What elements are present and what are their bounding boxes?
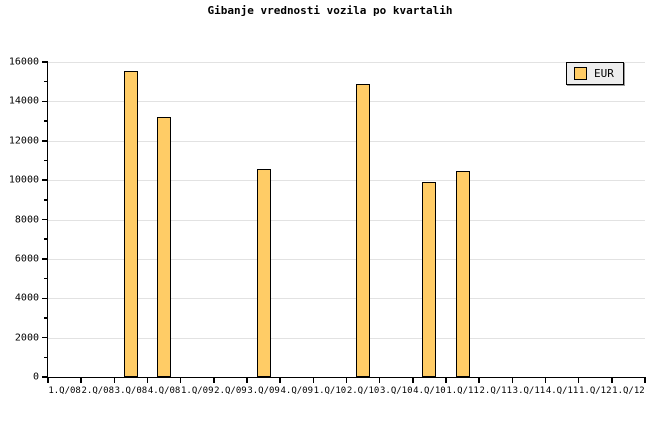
x-axis-label: 4.Q/08	[147, 386, 181, 396]
legend-swatch-eur	[574, 67, 587, 80]
x-axis-tick	[544, 377, 547, 383]
y-axis-minor-tick	[44, 317, 48, 319]
x-axis-label: 2.Q/09	[214, 386, 247, 396]
x-axis-label: 1.Q/11	[446, 386, 479, 396]
bar	[455, 171, 470, 377]
x-axis-label: 4.Q/10	[413, 386, 446, 396]
y-axis-label: 14000	[8, 95, 39, 107]
x-axis-tick	[312, 377, 315, 383]
x-axis-label: 2.Q/11	[479, 386, 513, 396]
x-axis-tick	[478, 377, 480, 383]
y-axis-minor-tick	[44, 80, 48, 83]
y-axis-minor-tick	[44, 356, 48, 359]
bar	[256, 169, 271, 377]
x-axis-label: 1.Q/09	[180, 386, 214, 396]
y-axis-tick	[42, 336, 48, 339]
x-axis-tick	[146, 377, 149, 383]
y-axis-tick	[42, 140, 48, 142]
x-axis-tick	[80, 377, 82, 383]
bar	[422, 182, 437, 377]
y-axis-tick	[42, 376, 48, 378]
y-axis-minor-tick	[44, 238, 48, 240]
x-axis-tick	[213, 377, 215, 383]
chart-title: Gibanje vrednosti vozila po kvartalih	[207, 4, 453, 17]
x-axis-tick	[644, 377, 646, 383]
legend-label-eur: EUR	[594, 67, 614, 80]
x-axis-label: 1.Q/10	[313, 386, 347, 396]
x-axis-label: 2.Q/08	[81, 386, 115, 396]
y-axis-label: 0	[32, 371, 39, 383]
x-axis-tick	[611, 377, 613, 383]
x-axis-tick	[412, 377, 414, 383]
y-axis-minor-tick	[44, 199, 48, 201]
x-axis-label: 2.Q/10	[346, 386, 380, 396]
y-axis-label: 6000	[14, 253, 39, 265]
y-axis-minor-tick	[44, 277, 48, 280]
x-axis-tick	[246, 377, 248, 383]
gridline	[48, 62, 645, 63]
y-axis-tick	[42, 218, 48, 221]
x-axis-label: 1.Q/12	[612, 386, 645, 396]
y-axis-tick	[42, 297, 48, 299]
y-axis-label: 10000	[8, 174, 39, 186]
x-axis-label: 4.Q/09	[280, 386, 314, 396]
x-axis-label: 3.Q/11	[512, 386, 546, 396]
x-axis-tick	[577, 377, 580, 383]
y-axis-label: 2000	[14, 332, 39, 344]
x-axis-tick	[279, 377, 281, 383]
x-axis-label: 1.Q/08	[48, 386, 81, 396]
plot-area: 0 2000 4000 6000 8000 10000 12000 14000 16000 1.…	[9, 57, 646, 396]
bar	[356, 83, 371, 377]
x-axis-label: 3.Q/08	[114, 386, 148, 396]
x-axis-label: 4.Q/11	[545, 386, 579, 396]
y-axis-label: 12000	[8, 135, 39, 147]
bar	[123, 70, 138, 377]
y-axis-label: 4000	[14, 292, 39, 304]
x-axis-tick	[47, 377, 49, 383]
x-axis-label: 3.Q/09	[247, 386, 280, 396]
x-axis-label: 1.Q/12	[578, 386, 612, 396]
x-axis-tick	[345, 377, 348, 383]
chart-legend: EUR	[566, 62, 624, 85]
bar	[157, 117, 172, 377]
x-axis-label: 3.Q/10	[379, 386, 413, 396]
y-axis-tick	[42, 179, 48, 181]
x-axis-tick	[378, 377, 381, 383]
y-axis-minor-tick	[44, 120, 48, 122]
y-axis-tick	[42, 61, 48, 63]
x-axis-tick	[113, 377, 116, 383]
y-axis-minor-tick	[44, 159, 48, 162]
x-axis-tick	[179, 377, 182, 383]
y-axis-label: 16000	[8, 56, 39, 68]
x-axis-tick	[511, 377, 514, 383]
y-axis-tick	[42, 258, 48, 260]
y-axis-label: 8000	[14, 214, 39, 225]
y-axis-tick	[42, 100, 48, 103]
x-axis-tick	[445, 377, 447, 383]
